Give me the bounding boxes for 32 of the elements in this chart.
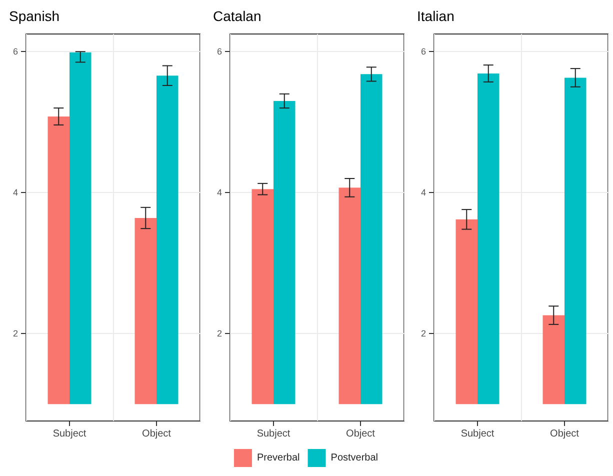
bar <box>156 76 178 404</box>
y-tick-label: 4 <box>216 188 222 198</box>
legend-label: Preverbal <box>256 452 300 464</box>
y-tick-label: 2 <box>12 328 18 339</box>
bar <box>360 74 382 404</box>
y-tick-label: 6 <box>12 46 18 57</box>
y-tick-label: 4 <box>12 188 18 198</box>
y-tick-label: 4 <box>420 188 426 198</box>
bar <box>564 78 586 404</box>
bar <box>338 188 360 404</box>
bar <box>542 315 564 404</box>
x-tick-label: Object <box>142 428 172 440</box>
y-tick-label: 2 <box>216 328 222 339</box>
y-tick-label: 2 <box>420 328 426 339</box>
bar <box>134 218 156 404</box>
bar <box>456 219 478 404</box>
bar <box>48 116 70 404</box>
chart-title: Catalan <box>213 8 262 24</box>
bar <box>70 52 92 404</box>
bar <box>478 73 500 404</box>
y-tick-label: 6 <box>216 46 222 57</box>
x-tick-label: Object <box>550 428 580 440</box>
x-tick-label: Object <box>346 428 376 440</box>
chart-title: Spanish <box>9 8 60 24</box>
chart-title: Italian <box>417 8 454 24</box>
x-tick-label: Subject <box>52 428 86 440</box>
y-tick-label: 6 <box>420 46 426 57</box>
legend-label: Postverbal <box>330 452 378 464</box>
bar <box>274 100 296 404</box>
bar <box>252 189 274 404</box>
x-tick-label: Subject <box>460 428 494 440</box>
x-tick-label: Subject <box>256 428 290 440</box>
